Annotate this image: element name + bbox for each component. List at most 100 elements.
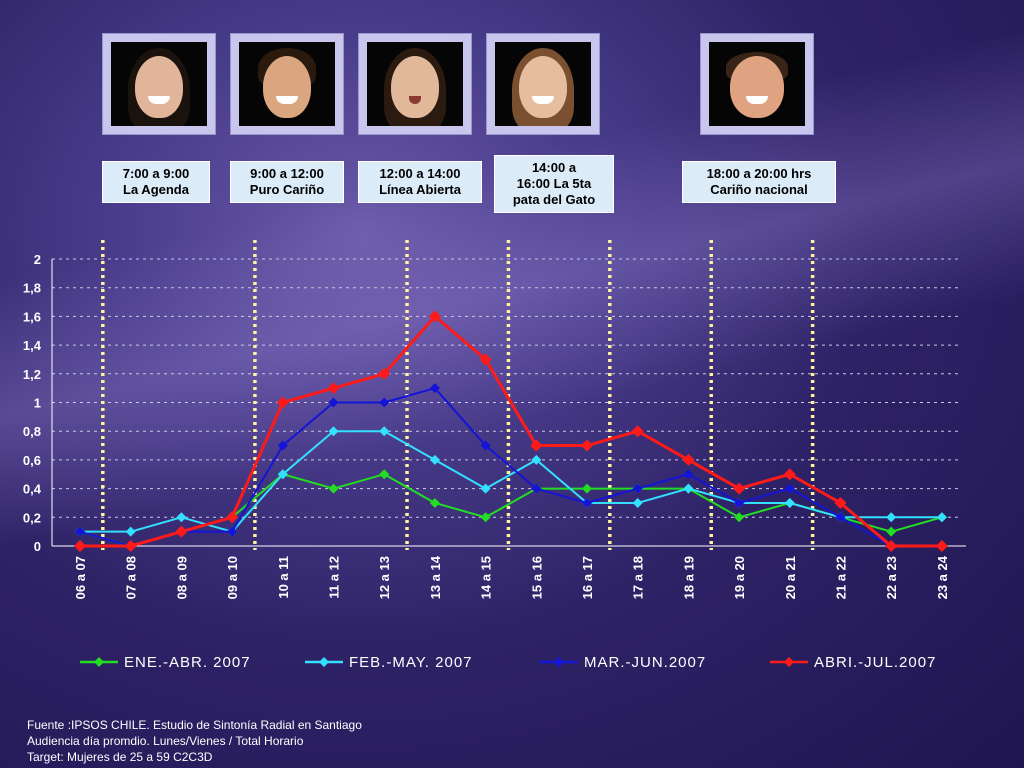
data-point <box>328 426 339 437</box>
data-point <box>582 483 592 494</box>
data-point <box>328 483 339 494</box>
data-point <box>227 526 238 537</box>
y-tick-label: 1 <box>34 396 41 411</box>
x-tick-label: 20 a 21 <box>783 556 798 599</box>
data-point <box>480 512 491 523</box>
data-point <box>480 483 491 494</box>
legend-label: MAR.-JUN.2007 <box>584 654 706 671</box>
data-point <box>531 483 542 494</box>
source-line-3: Target: Mujeres de 25 a 59 C2C3D <box>27 750 213 764</box>
legend-label: ABRI.-JUL.2007 <box>814 654 936 671</box>
data-point <box>531 454 542 465</box>
data-point <box>632 483 643 494</box>
data-point <box>429 383 440 394</box>
legend-marker <box>319 657 329 667</box>
data-point <box>479 353 492 366</box>
data-point <box>734 512 745 523</box>
x-tick-label: 07 a 08 <box>124 556 139 599</box>
x-tick-label: 06 a 07 <box>73 556 88 599</box>
x-tick-label: 14 a 15 <box>479 556 494 599</box>
legend-label: ENE.-ABR. 2007 <box>124 654 251 671</box>
y-tick-label: 0,2 <box>23 510 41 525</box>
data-point <box>74 540 86 552</box>
series-line <box>80 430 942 533</box>
x-tick-label: 21 a 22 <box>834 556 849 599</box>
x-tick-label: 19 a 20 <box>732 556 747 599</box>
timeslot-label-puro-carino: 9:00 a 12:00 Puro Cariño <box>230 161 344 203</box>
timeslot-label-la-agenda: 7:00 a 9:00 La Agenda <box>102 161 210 203</box>
data-point <box>75 526 85 537</box>
data-point <box>783 468 796 481</box>
data-point <box>276 396 289 409</box>
y-tick-label: 0,8 <box>23 424 41 439</box>
data-point <box>834 496 847 509</box>
data-point <box>632 497 643 508</box>
x-tick-label: 17 a 18 <box>631 556 646 599</box>
data-point <box>682 453 695 466</box>
host-photo-linea-abierta <box>358 33 472 135</box>
data-point <box>784 497 795 508</box>
data-point <box>378 367 391 380</box>
y-tick-label: 1,8 <box>23 281 41 296</box>
x-tick-label: 23 a 24 <box>935 555 950 599</box>
data-point <box>379 397 390 408</box>
data-point <box>631 425 644 438</box>
data-point <box>327 382 340 395</box>
data-point <box>124 540 137 552</box>
data-point <box>835 512 846 523</box>
data-point <box>429 454 440 465</box>
data-point <box>480 440 491 451</box>
y-tick-label: 0,6 <box>23 453 41 468</box>
x-tick-label: 08 a 09 <box>174 556 189 599</box>
data-point <box>277 440 288 451</box>
data-point <box>125 526 136 537</box>
data-point <box>886 526 897 537</box>
series-line <box>79 387 942 547</box>
y-tick-label: 2 <box>34 252 41 267</box>
y-tick-label: 1,4 <box>23 338 42 353</box>
data-point <box>379 469 390 480</box>
data-point <box>936 512 947 523</box>
x-tick-label: 22 a 23 <box>884 556 899 599</box>
timeslot-label-5ta-pata: 14:00 a 16:00 La 5ta pata del Gato <box>494 155 614 213</box>
timeslot-label-linea-abierta: 12:00 a 14:00 Línea Abierta <box>358 161 482 203</box>
data-point <box>226 511 239 524</box>
data-point <box>379 426 390 437</box>
data-point <box>429 497 440 508</box>
host-photo-puro-carino <box>230 33 344 135</box>
data-point <box>784 483 795 494</box>
data-point <box>277 469 288 480</box>
y-tick-label: 0 <box>34 539 41 554</box>
data-point <box>175 525 188 538</box>
y-tick-label: 1,6 <box>23 309 41 324</box>
y-tick-label: 1,2 <box>23 367 41 382</box>
series-line <box>80 314 942 548</box>
legend-marker <box>94 657 104 667</box>
legend-marker <box>784 657 794 667</box>
source-note: Fuente :IPSOS CHILE. Estudio de Sintonía… <box>27 717 362 765</box>
x-tick-label: 10 a 11 <box>276 556 291 599</box>
x-tick-label: 11 a 12 <box>327 556 342 599</box>
host-photo-la-agenda <box>102 33 216 135</box>
data-point <box>733 482 746 495</box>
x-tick-label: 12 a 13 <box>377 556 392 599</box>
legend-marker <box>554 657 564 667</box>
x-tick-label: 13 a 14 <box>428 555 443 599</box>
x-tick-label: 15 a 16 <box>529 556 544 599</box>
x-tick-label: 09 a 10 <box>225 556 240 599</box>
data-point <box>683 483 694 494</box>
timeslot-label-carino-nacional: 18:00 a 20:00 hrs Cariño nacional <box>682 161 836 203</box>
data-point <box>886 512 897 523</box>
data-point <box>581 439 593 452</box>
data-point <box>582 497 592 508</box>
x-tick-label: 16 a 17 <box>580 556 595 599</box>
source-line-2: Audiencia día promdio. Lunes/Vienes / To… <box>27 734 304 748</box>
data-point <box>428 310 441 323</box>
data-point <box>885 540 898 552</box>
data-point <box>935 540 948 552</box>
x-tick-label: 18 a 19 <box>681 556 696 599</box>
source-line-1: Fuente :IPSOS CHILE. Estudio de Sintonía… <box>27 718 362 732</box>
data-point <box>530 439 543 452</box>
host-photo-5ta-pata <box>486 33 600 135</box>
